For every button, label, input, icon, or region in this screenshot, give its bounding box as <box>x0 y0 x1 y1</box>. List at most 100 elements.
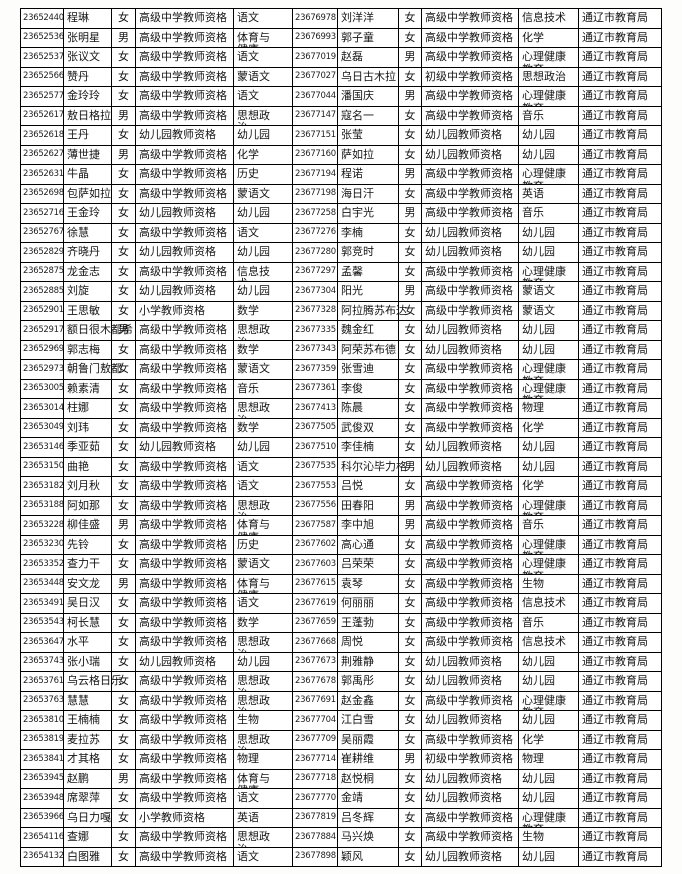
qualification-cell-text: 高级中学教师资格 <box>425 498 513 512</box>
name-cell-content: 孟馨 <box>338 263 398 282</box>
name-cell-content: 柯长慧 <box>64 614 111 633</box>
exam-id-cell-text: 23677718 <box>295 773 336 783</box>
qualification-cell-text: 高级中学教师资格 <box>425 50 513 63</box>
subject-cell-text: 思想政治 <box>237 674 270 690</box>
table-row: 23652885 刘旋 女幼儿园教师资格 幼儿园 23677304 阳光 男高级中学教师资格… <box>20 281 662 302</box>
qualification-cell-content: 高级中学教师资格 <box>136 263 233 282</box>
gender-cell-text: 女 <box>404 596 416 609</box>
gender-cell: 女 <box>111 281 136 302</box>
name-cell-text: 李俊 <box>341 381 363 395</box>
authority-cell-content: 通辽市教育局 <box>579 516 661 535</box>
gender-cell-content: 女 <box>112 594 135 613</box>
gender-cell: 女 <box>398 66 422 87</box>
qualification-cell-content: 高级中学教师资格 <box>136 458 233 477</box>
qualification-cell-text: 高级中学教师资格 <box>139 713 227 726</box>
gender-cell-text: 女 <box>118 89 129 102</box>
exam-id-cell-text: 23677602 <box>295 539 336 549</box>
exam-id-cell-content: 23653228 <box>21 516 63 535</box>
authority-cell-text: 通辽市教育局 <box>582 518 648 531</box>
qualification-cell: 幼儿园教师资格 <box>421 144 519 165</box>
gender-cell: 女 <box>111 534 136 555</box>
name-cell-text: 敖日格拉 <box>67 108 111 122</box>
exam-id-cell-content: 23652973 <box>21 360 63 379</box>
exam-id-cell-content: 23653188 <box>21 497 63 516</box>
subject-cell-text: 心理健康教育 <box>522 810 566 827</box>
gender-cell-content: 女 <box>112 282 135 301</box>
exam-id-cell-content: 23653150 <box>21 458 63 477</box>
gender-cell-text: 女 <box>404 479 416 492</box>
gender-cell: 女 <box>398 612 422 633</box>
table-row: 23653188阿如那女高级中学教师资格思想政治23677556田春阳男高级中学… <box>20 495 662 516</box>
subject-cell: 蒙语文 <box>233 183 293 204</box>
qualification-cell: 幼儿园教师资格 <box>421 671 519 692</box>
exam-id-cell-content: 23677019 <box>293 48 337 67</box>
subject-cell-content: 思想政治 <box>234 497 292 515</box>
exam-id-cell-text: 23677770 <box>295 792 336 803</box>
qualification-cell: 高级中学教师资格 <box>421 27 519 48</box>
subject-cell: 数学 <box>233 300 293 321</box>
qualification-cell: 高级中学教师资格 <box>421 378 519 399</box>
qualification-cell: 高级中学教师资格 <box>135 339 234 360</box>
name-cell-content: 赵金鑫 <box>338 692 398 711</box>
qualification-cell-content: 高级中学教师资格 <box>136 380 233 399</box>
gender-cell: 女 <box>398 534 422 555</box>
qualification-cell-text: 幼儿园教师资格 <box>139 206 216 219</box>
exam-id-cell-text: 23677714 <box>295 753 336 764</box>
name-cell-content: 张议文 <box>64 48 111 67</box>
name-cell-content: 萨如拉 <box>338 146 398 165</box>
exam-id-cell-text: 23652537 <box>23 51 63 62</box>
name-cell-content: 周悦 <box>338 633 398 652</box>
authority-cell: 通辽市教育局 <box>578 359 662 380</box>
qualification-cell-content: 高级中学教师资格 <box>422 399 518 418</box>
table-row: 23653049 刘玮女高级中学教师资格 数学 23677505 武俊双女高级中学教师资… <box>20 417 662 438</box>
name-cell-text: 阿荣苏布德 <box>341 342 396 356</box>
name-cell-content: 李楠 <box>338 224 398 243</box>
gender-cell-text: 女 <box>404 128 416 141</box>
qualification-cell-text: 高级中学教师资格 <box>139 50 227 63</box>
name-cell-text: 吕冬辉 <box>341 810 374 824</box>
name-cell-text: 赖素清 <box>67 381 100 395</box>
exam-id-cell-text: 23677819 <box>295 812 336 822</box>
table-row: 23653230 先铃女高级中学教师资格 历史 23677602 高心通女高级中学教师资… <box>20 534 662 555</box>
authority-cell-text: 通辽市教育局 <box>582 771 648 785</box>
table-row: 23652618 王丹女幼儿园教师资格 幼儿园 23677151 张莹女幼儿园教师资格幼… <box>20 125 662 146</box>
exam-id-cell: 23677359 <box>292 359 338 380</box>
exam-id-cell-text: 23652440 <box>23 12 63 23</box>
exam-id-cell-text: 23653491 <box>23 597 63 608</box>
authority-cell: 通辽市教育局 <box>578 300 662 321</box>
gender-cell: 女 <box>111 86 136 107</box>
qualification-cell-content: 高级中学教师资格 <box>136 165 233 184</box>
subject-cell-content: 思想政治 <box>234 731 292 749</box>
authority-cell-text: 通辽市教育局 <box>582 50 648 63</box>
exam-id-cell: 23677328 <box>292 300 338 321</box>
authority-cell: 通辽市教育局 <box>578 66 662 87</box>
subject-cell-content: 蒙语文 <box>519 282 578 301</box>
qualification-cell-text: 幼儿园教师资格 <box>425 245 502 258</box>
subject-cell-text: 化学 <box>522 732 544 746</box>
subject-cell-content: 化学 <box>234 146 292 165</box>
table-row: 23653743 张小瑞女幼儿园教师资格 幼儿园 23677673 荆雅静女幼儿园教师资… <box>20 651 662 672</box>
table-row: 23652829 齐晓丹女幼儿园教师资格 幼儿园 23677280 郭竞时女幼儿园教师资… <box>20 242 662 263</box>
subject-cell-content: 语文 <box>234 848 292 867</box>
name-cell: 陈晨 <box>337 398 399 419</box>
name-cell: 李佳楠 <box>337 437 399 458</box>
exam-id-cell-text: 23677343 <box>295 344 336 354</box>
gender-cell-content: 女 <box>399 555 421 574</box>
authority-cell-text: 通辽市教育局 <box>582 108 648 122</box>
exam-id-cell: 23677587 <box>292 515 338 536</box>
name-cell-text: 金玲玲 <box>67 89 100 102</box>
gender-cell-content: 女 <box>399 809 421 828</box>
subject-cell: 心理健康教育 <box>518 359 579 380</box>
gender-cell-text: 女 <box>404 186 416 200</box>
name-cell-content: 王思敏 <box>64 302 111 321</box>
qualification-cell-content: 高级中学教师资格 <box>422 555 518 574</box>
name-cell-content: 李中旭 <box>338 516 398 535</box>
subject-cell-text: 思想政治 <box>237 401 270 417</box>
subject-cell-text: 心理健康教育 <box>522 167 566 183</box>
subject-cell: 生物 <box>518 573 579 594</box>
subject-cell-text: 信息技术 <box>522 635 566 648</box>
authority-cell-text: 通辽市教育局 <box>582 810 648 824</box>
table-row: 23653014柱娜女高级中学教师资格思想政治23677413陈晨女高级中学教师… <box>20 398 662 419</box>
subject-cell-text: 音乐 <box>522 206 544 219</box>
exam-id-cell: 23676993 <box>292 27 338 48</box>
